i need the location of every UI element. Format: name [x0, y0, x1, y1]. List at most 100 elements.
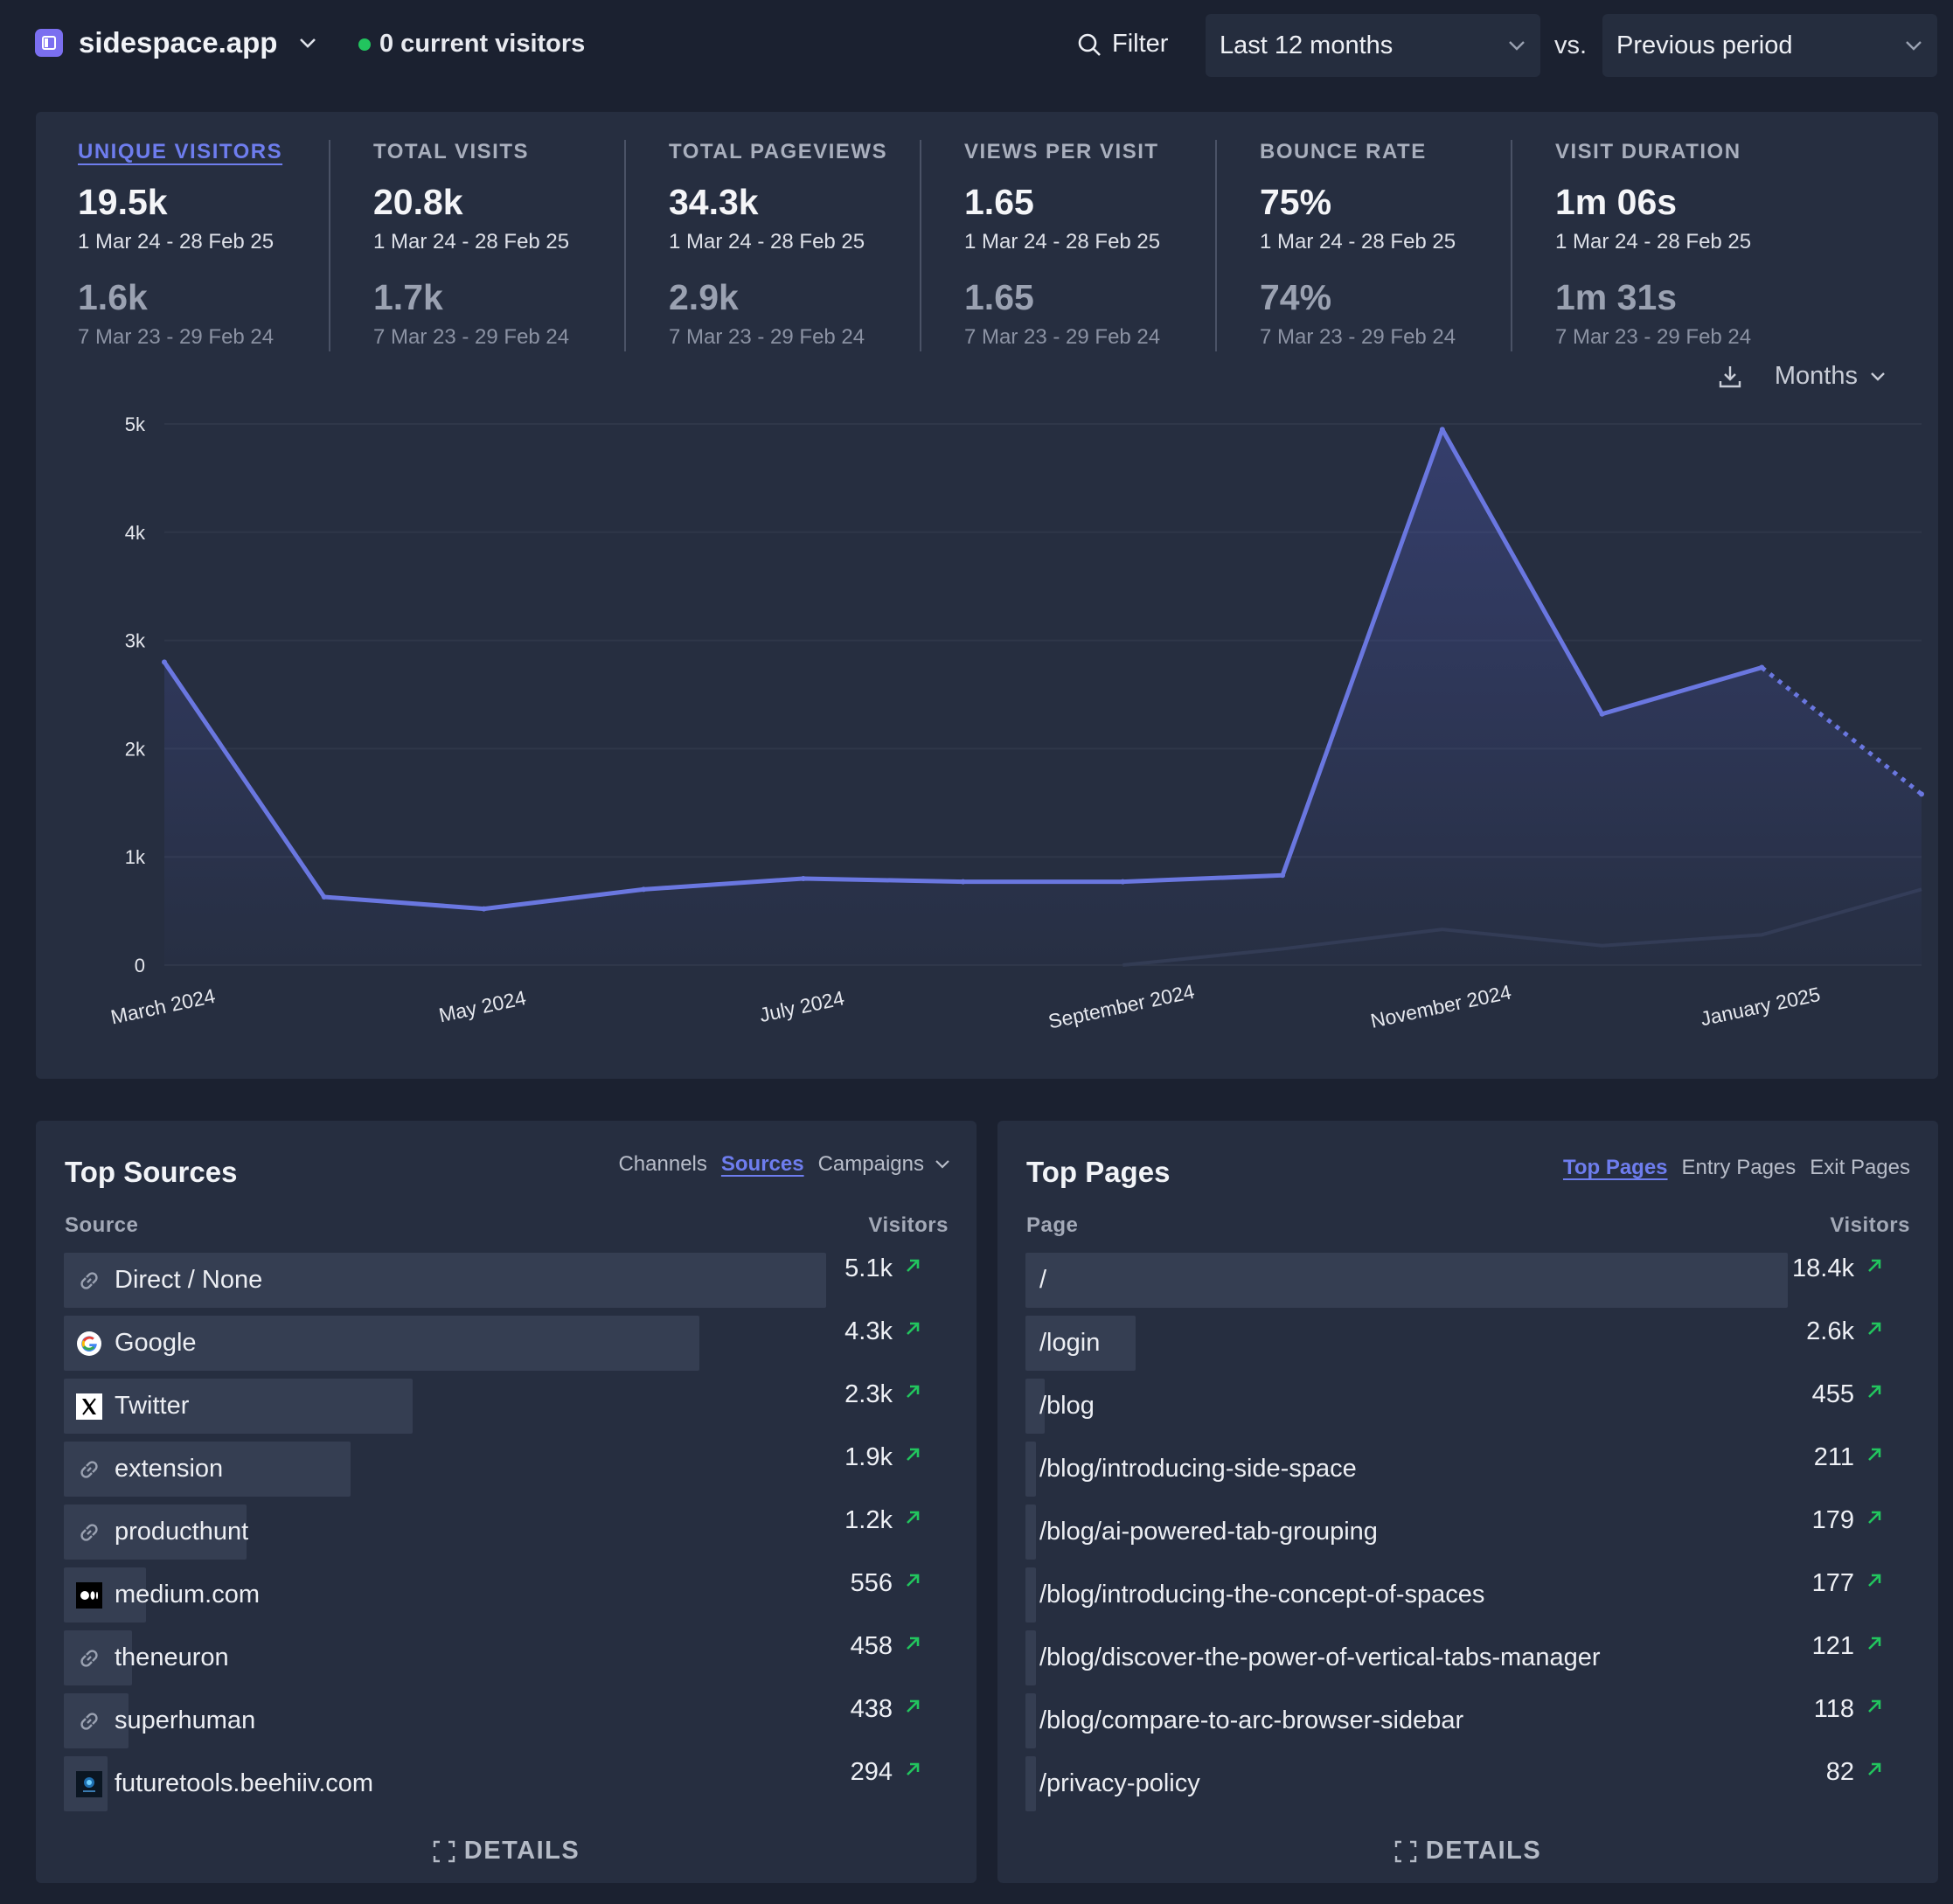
top-sources-details-button[interactable]: DETAILS [36, 1837, 976, 1866]
external-link-icon[interactable] [1865, 1634, 1884, 1659]
x-tick-label: July 2024 [757, 986, 846, 1026]
data-point[interactable] [641, 886, 647, 893]
list-item[interactable]: futuretools.beehiiv.com 294 [64, 1756, 949, 1819]
list-item[interactable]: /blog 455 [1025, 1379, 1910, 1442]
row-value: 1.2k [844, 1506, 922, 1535]
external-link-icon[interactable] [903, 1256, 922, 1282]
row-value: 18.4k [1792, 1254, 1884, 1283]
list-item[interactable]: Direct / None 5.1k [64, 1253, 949, 1316]
data-point[interactable] [960, 879, 966, 885]
google-icon [76, 1331, 102, 1357]
external-link-icon[interactable] [1865, 1508, 1884, 1533]
visitor-count: 556 [850, 1569, 893, 1597]
tab-entry-pages[interactable]: Entry Pages [1681, 1156, 1797, 1179]
external-link-icon[interactable] [903, 1508, 922, 1533]
data-point[interactable] [1439, 427, 1445, 433]
list-item[interactable]: Twitter 2.3k [64, 1379, 949, 1442]
list-item[interactable]: /blog/introducing-the-concept-of-spaces 1… [1025, 1567, 1910, 1630]
chevron-down-icon [935, 1160, 949, 1169]
external-link-icon[interactable] [1865, 1319, 1884, 1345]
external-link-icon[interactable] [903, 1445, 922, 1470]
external-link-icon[interactable] [1865, 1256, 1884, 1282]
external-link-icon[interactable] [903, 1697, 922, 1722]
visitor-count: 1.2k [844, 1506, 893, 1534]
list-item[interactable]: extension 1.9k [64, 1442, 949, 1504]
list-item[interactable]: theneuron 458 [64, 1630, 949, 1693]
tab-channels[interactable]: Channels [618, 1152, 707, 1176]
list-item[interactable]: /login 2.6k [1025, 1316, 1910, 1379]
details-label: DETAILS [1425, 1837, 1542, 1865]
tab-top-pages[interactable]: Top Pages [1562, 1156, 1668, 1179]
row-label-text: /blog/introducing-side-space [1039, 1455, 1357, 1483]
period-select[interactable]: Last 12 months [1206, 14, 1540, 77]
tab-exit-pages[interactable]: Exit Pages [1810, 1156, 1910, 1179]
metric-bounce-rate[interactable]: BOUNCE RATE 75% 1 Mar 24 - 28 Feb 25 74%… [1260, 140, 1456, 350]
row-label: Twitter [64, 1379, 189, 1434]
list-item[interactable]: /blog/compare-to-arc-browser-sidebar 118 [1025, 1693, 1910, 1756]
data-point[interactable] [321, 894, 327, 900]
metric-total-pageviews[interactable]: TOTAL PAGEVIEWS 34.3k 1 Mar 24 - 28 Feb … [669, 140, 887, 350]
site-switcher[interactable]: sidespace.app [35, 26, 317, 59]
list-item[interactable]: /blog/ai-powered-tab-grouping 179 [1025, 1504, 1910, 1567]
filter-button[interactable]: Filter [1077, 30, 1168, 59]
data-point[interactable] [1120, 879, 1126, 885]
list-item[interactable]: /blog/discover-the-power-of-vertical-tab… [1025, 1630, 1910, 1693]
data-point[interactable] [481, 906, 487, 912]
row-label-text: futuretools.beehiiv.com [115, 1769, 374, 1797]
top-pages-details-button[interactable]: DETAILS [997, 1837, 1938, 1866]
external-link-icon[interactable] [1865, 1697, 1884, 1722]
visitor-bar [1025, 1693, 1036, 1748]
data-point[interactable] [1280, 872, 1286, 879]
visitor-count: 82 [1825, 1758, 1854, 1786]
external-link-icon[interactable] [903, 1634, 922, 1659]
external-link-icon[interactable] [1865, 1760, 1884, 1785]
external-link-icon[interactable] [1865, 1382, 1884, 1407]
row-value: 82 [1826, 1758, 1884, 1787]
tab-sources[interactable]: Sources [720, 1152, 804, 1176]
data-point[interactable] [162, 659, 167, 665]
row-label: /privacy-policy [1025, 1756, 1200, 1811]
list-item[interactable]: / 18.4k [1025, 1253, 1910, 1316]
metric-views-per-visit[interactable]: VIEWS PER VISIT 1.65 1 Mar 24 - 28 Feb 2… [964, 140, 1160, 350]
visitor-count: 121 [1811, 1632, 1854, 1660]
data-point[interactable] [1919, 791, 1924, 797]
visitor-bar [1025, 1756, 1036, 1811]
live-visitors[interactable]: 0 current visitors [358, 30, 585, 59]
list-item[interactable]: superhuman 438 [64, 1693, 949, 1756]
metric-total-visits[interactable]: TOTAL VISITS 20.8k 1 Mar 24 - 28 Feb 25 … [373, 140, 569, 350]
list-item[interactable]: /privacy-policy 82 [1025, 1756, 1910, 1819]
interval-select[interactable]: Months [1775, 362, 1886, 391]
list-item[interactable]: medium.com 556 [64, 1567, 949, 1630]
row-label-text: superhuman [115, 1706, 256, 1734]
data-point[interactable] [1599, 711, 1605, 717]
visitor-count: 177 [1811, 1569, 1854, 1597]
metric-visit-duration[interactable]: VISIT DURATION 1m 06s 1 Mar 24 - 28 Feb … [1555, 140, 1751, 350]
top-pages-list: / 18.4k/login 2.6k/blog 455/blog/introducin… [1025, 1253, 1910, 1819]
data-point[interactable] [800, 875, 806, 881]
metric-divider [1215, 140, 1217, 351]
comparison-select[interactable]: Previous period [1602, 14, 1937, 77]
row-value: 177 [1812, 1569, 1884, 1598]
metric-range: 1 Mar 24 - 28 Feb 25 [1260, 230, 1456, 254]
external-link-icon[interactable] [903, 1760, 922, 1785]
row-label: /blog/introducing-side-space [1025, 1442, 1357, 1497]
data-point[interactable] [1759, 664, 1765, 671]
external-link-icon[interactable] [903, 1382, 922, 1407]
external-link-icon[interactable] [1865, 1571, 1884, 1596]
interval-select-value: Months [1774, 362, 1858, 390]
top-pages-tabs: Top Pages Entry Pages Exit Pages [1563, 1156, 1910, 1180]
external-link-icon[interactable] [1865, 1445, 1884, 1470]
list-item[interactable]: /blog/introducing-side-space 211 [1025, 1442, 1910, 1504]
external-link-icon[interactable] [903, 1319, 922, 1345]
tab-campaigns[interactable]: Campaigns [818, 1152, 950, 1177]
metric-divider [920, 140, 921, 351]
external-link-icon[interactable] [903, 1571, 922, 1596]
site-name: sidespace.app [79, 26, 278, 59]
list-item[interactable]: Google 4.3k [64, 1316, 949, 1379]
download-icon[interactable] [1717, 364, 1743, 390]
metric-unique-visitors[interactable]: UNIQUE VISITORS 19.5k 1 Mar 24 - 28 Feb … [78, 140, 282, 350]
top-sources-panel: Top Sources Channels Sources Campaigns S… [36, 1121, 976, 1883]
row-label-text: Twitter [115, 1392, 190, 1420]
metric-value: 1m 06s [1555, 182, 1678, 222]
list-item[interactable]: producthunt 1.2k [64, 1504, 949, 1567]
